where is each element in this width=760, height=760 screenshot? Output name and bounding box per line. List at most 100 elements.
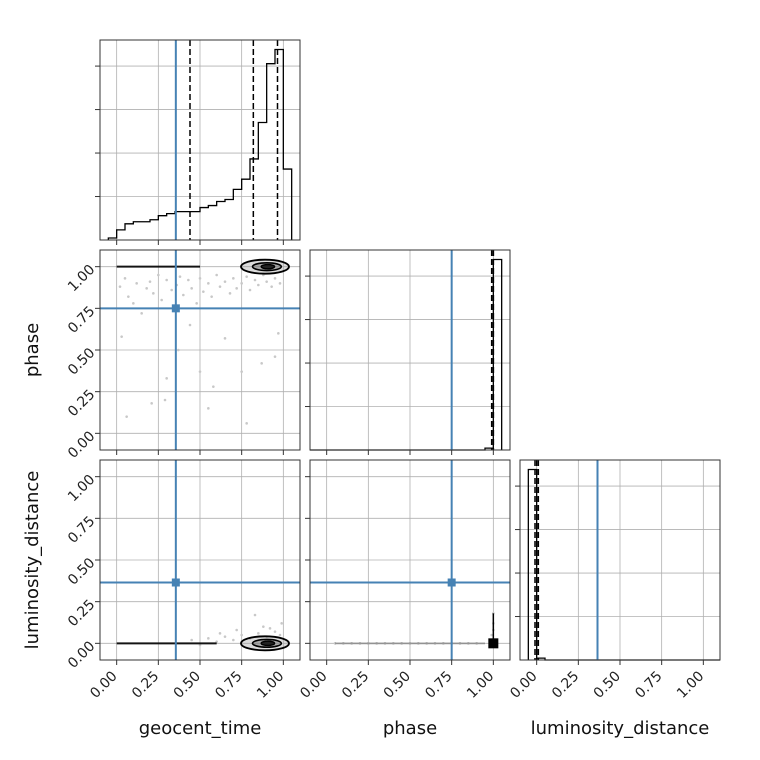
scatter-point	[265, 280, 268, 283]
x-tick-label: 1.00	[674, 668, 707, 701]
scatter-point	[240, 370, 243, 373]
scatter-point	[240, 633, 243, 637]
x-tick-label: 0.75	[632, 668, 665, 701]
scatter-point	[400, 642, 403, 645]
scatter-point	[165, 278, 168, 282]
scatter-point	[235, 628, 238, 632]
scatter-point	[392, 642, 395, 645]
scatter-point	[212, 385, 215, 388]
scatter-point	[223, 280, 227, 283]
scatter-point	[333, 642, 337, 645]
scatter-point	[278, 282, 282, 285]
scatter-point	[157, 273, 160, 277]
y-tick-label: 0.75	[65, 513, 98, 546]
scatter-point	[245, 422, 248, 425]
scatter-point	[218, 285, 222, 288]
scatter-point	[120, 335, 123, 338]
y-tick-label: 1.00	[65, 262, 98, 295]
scatter-point	[490, 633, 493, 637]
scatter-point	[408, 642, 412, 645]
luminosity_distance-histogram-panel: 0.00 0.25 0.50 0.75 1.00	[507, 459, 721, 702]
scatter-point	[198, 277, 202, 280]
scatter-point	[273, 355, 277, 358]
x-axis-label-geocent-time: geocent_time	[139, 718, 262, 739]
x-tick-label: 0.00	[87, 668, 120, 701]
geocent_time-histogram-panel	[95, 39, 301, 245]
scatter-point	[280, 622, 283, 625]
histogram-step	[310, 258, 503, 451]
scatter-point	[253, 278, 257, 282]
x-tick-label: 0.25	[549, 668, 582, 701]
truth-marker	[171, 304, 180, 313]
scatter-point	[442, 642, 445, 645]
scatter-point	[202, 290, 205, 293]
scatter-point	[262, 625, 265, 628]
scatter-point	[257, 283, 260, 287]
phase-histogram-panel	[305, 249, 511, 455]
scatter-point	[248, 288, 252, 292]
scatter-point	[383, 642, 387, 645]
scatter-point	[215, 640, 218, 643]
scatter-point	[207, 407, 210, 410]
y-axis-label-phase: phase	[22, 323, 43, 377]
x-tick-label: 0.25	[129, 668, 162, 701]
scatter-point	[125, 415, 128, 418]
x-tick-label: 0.25	[339, 668, 372, 701]
scatter-point	[425, 642, 428, 645]
x-tick-label: 0.00	[297, 668, 330, 701]
x-tick-label: 0.50	[591, 668, 624, 701]
y-tick-label: 0.50	[65, 345, 98, 378]
scatter-point	[118, 285, 122, 288]
scatter-point	[350, 642, 353, 645]
scatter-point	[240, 282, 243, 285]
scatter-point	[132, 302, 135, 305]
histogram-step	[107, 48, 293, 240]
contour-inner	[260, 640, 276, 647]
scatter-point	[148, 280, 152, 283]
y-tick-label: 0.25	[65, 387, 98, 420]
scatter-point	[475, 642, 478, 645]
scatter-point	[342, 642, 345, 645]
scatter-point	[467, 642, 470, 645]
scatter-point	[433, 642, 437, 645]
scatter-point	[188, 323, 192, 327]
scatter-point	[198, 643, 202, 647]
scatter-point	[367, 642, 370, 645]
scatter-point	[458, 642, 462, 645]
scatter-point	[273, 630, 277, 633]
y-tick-label: 0.00	[65, 638, 98, 671]
scatter-point	[123, 277, 127, 280]
scatter-point	[163, 398, 167, 402]
scatter-point	[253, 613, 257, 617]
x-tick-label: 0.75	[422, 668, 455, 701]
geocent_time-vs-phase-panel: 0.00 0.25 0.50 0.75 1.00	[65, 249, 301, 462]
scatter-point	[232, 277, 235, 280]
scatter-point	[190, 287, 193, 290]
histogram-step	[527, 468, 720, 661]
scatter-point	[270, 285, 273, 288]
scatter-point	[177, 348, 180, 352]
scatter-point	[228, 292, 232, 295]
y-tick-label: 0.75	[65, 303, 98, 336]
geocent_time-vs-luminosity_distance-panel: 0.000.250.500.751.000.00 0.25 0.50 0.75 1.00	[65, 459, 301, 702]
x-tick-label: 1.00	[464, 668, 497, 701]
scatter-point	[190, 638, 193, 642]
scatter-point	[232, 638, 235, 642]
x-tick-label: 0.50	[381, 668, 414, 701]
scatter-point	[210, 295, 213, 298]
x-tick-label: 0.00	[507, 668, 540, 701]
scatter-point	[170, 288, 173, 292]
scatter-point	[257, 632, 260, 635]
x-axis-label-phase: phase	[383, 718, 437, 739]
scatter-point	[160, 298, 163, 302]
scatter-point	[150, 402, 153, 405]
scatter-point	[417, 642, 420, 645]
scatter-point	[152, 292, 155, 295]
scatter-point	[207, 282, 210, 285]
scatter-point	[223, 337, 227, 340]
scatter-point	[198, 370, 202, 373]
scatter-point	[127, 295, 130, 298]
scatter-point	[195, 302, 198, 305]
y-tick-label: 0.00	[65, 428, 98, 461]
x-tick-label: 0.75	[212, 668, 245, 701]
